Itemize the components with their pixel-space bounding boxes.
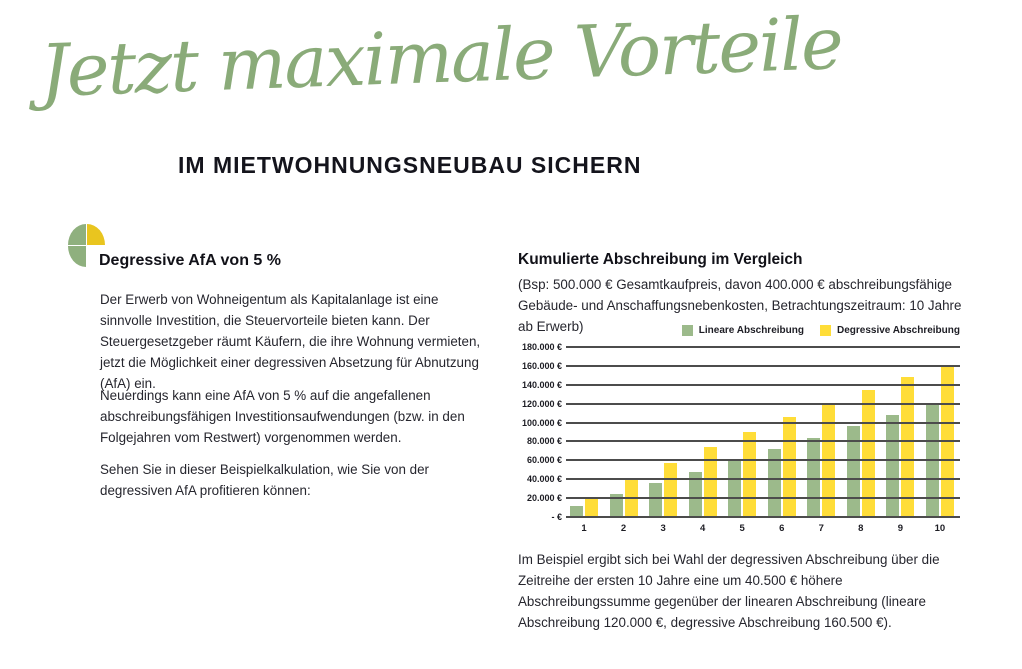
bar-degressive [664,463,678,517]
gridline [566,478,960,481]
chart-plot [566,346,960,518]
y-axis-label: 40.000 € [526,474,562,485]
bar-linear [886,415,900,517]
bar-chart: 180.000 €160.000 €140.000 €120.000 €100.… [518,342,962,534]
gridline [566,364,960,367]
body-paragraph-1: Der Erwerb von Wohneigentum als Kapitala… [100,292,481,391]
chart-subtitle: (Bsp: 500.000 € Gesamtkaufpreis, davon 4… [518,277,962,334]
x-axis-label: 4 [699,523,706,534]
x-axis-label: 8 [858,523,864,534]
gridline [566,402,960,405]
x-axis-label: 5 [739,523,745,534]
bar-linear [728,460,742,517]
y-axis-label: 60.000 € [526,455,562,466]
body-paragraph-3: Sehen Sie in dieser Beispielkalkulation,… [100,462,430,498]
gridline [566,346,960,348]
y-axis-label: 140.000 € [521,379,562,390]
y-axis-label: 180.000 € [521,342,562,352]
gridline [566,440,960,443]
legend-swatch-linear-icon [681,325,693,336]
bar-group [688,446,717,517]
bar-linear [609,494,623,517]
legend-item-degressive: Degressive Abschreibung [819,325,960,336]
y-axis-label: 160.000 € [521,360,562,371]
x-axis-label: 3 [660,523,666,534]
chart-title: Kumulierte Abschreibung im Vergleich [518,251,803,268]
bar-group [649,463,678,517]
chart-footnote: Im Beispiel ergibt sich bei Wahl der deg… [518,552,940,630]
bar-group [728,431,757,517]
legend-label-degressive: Degressive Abschreibung [836,325,960,336]
page-subtitle: IM MIETWOHNUNGSNEUBAU SICHERN [178,152,642,178]
leaf-petal-bottom-left [68,246,86,267]
chart-y-axis: 180.000 € 160.000 € 140.000 € 120.000 € 100.… [518,342,562,522]
leaf-flower-icon [68,224,106,268]
gridline [566,421,960,424]
body-paragraph-2: Neuerdings kann eine AfA von 5 % auf die… [100,388,465,445]
bar-linear [846,426,860,517]
bar-linear [649,483,663,517]
chart-legend: Lineare Abschreibung Degressive Abschrei… [681,325,960,336]
y-axis-label: 20.000 € [526,493,562,504]
bar-degressive [585,498,598,517]
x-axis-label: 9 [897,523,904,534]
chart-x-axis: 1 2 3 4 5 6 7 8 9 10 [566,523,960,534]
legend-item-linear: Lineare Abschreibung [681,325,804,336]
gridline [566,383,960,386]
gridline [566,497,960,500]
bar-linear [688,471,702,517]
y-axis-label: 120.000 € [521,398,562,409]
y-axis-label: - € [551,512,562,522]
bar-linear [570,505,583,517]
y-axis-label: 100.000 € [521,417,562,428]
x-axis-label: 7 [818,523,824,534]
bar-group [767,416,796,517]
gridline [566,516,960,518]
bar-degressive [901,377,915,517]
legend-swatch-degressive-icon [819,325,831,336]
bar-degressive [743,431,757,517]
x-axis-label: 1 [581,523,587,534]
legend-label-linear: Lineare Abschreibung [698,325,804,336]
chart-bars [566,347,960,517]
x-axis-label: 6 [779,523,785,534]
bar-degressive [703,446,717,517]
leaf-petal-top-left [68,224,86,245]
bar-degressive [782,416,796,517]
chart-section: Kumulierte Abschreibung im Vergleich (Bs… [518,0,962,669]
bar-group [886,377,915,517]
x-axis-label: 10 [934,523,946,534]
x-axis-label: 2 [620,523,627,534]
section-heading: Degressive AfA von 5 % [99,252,281,269]
leaf-petal-top-right [87,224,105,245]
bar-linear [767,449,781,517]
gridline [566,459,960,462]
y-axis-label: 80.000 € [526,436,562,447]
bar-group [570,498,598,517]
